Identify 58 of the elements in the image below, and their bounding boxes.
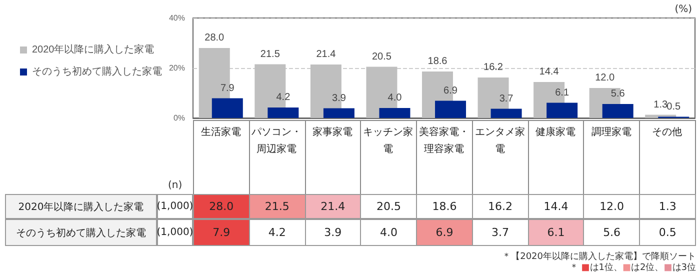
x-tick-label: その他	[652, 126, 682, 138]
text: 3.9	[332, 92, 346, 104]
y-tick-label: 20%	[168, 64, 185, 72]
text: 6.9	[444, 85, 458, 96]
x-tick-label: 健康家電	[536, 126, 576, 138]
text: 16.2	[484, 62, 503, 73]
data-label: 21.4	[304, 194, 362, 219]
text: 18.6	[428, 56, 448, 67]
y-tick-label: 0%	[173, 114, 185, 122]
text: 2020年以降に購入した家電	[18, 202, 144, 212]
text: そのうち初めて購入した家電	[16, 228, 146, 238]
x-tick-label: 生活家電	[200, 126, 241, 138]
data-label: 4.2	[248, 219, 306, 246]
text: ＊【2020年以降に購入した家電】で降順ソート	[502, 250, 696, 262]
legend-label: そのうち初めて購入した家電	[32, 66, 162, 78]
data-label: 4.0	[360, 219, 418, 246]
text: 6.1	[555, 87, 570, 98]
data-label: 16.2	[472, 194, 529, 219]
text: (1,000)	[156, 194, 194, 219]
data-label: 5.6	[583, 219, 640, 246]
text: 4.2	[276, 92, 290, 103]
data-label: 0.5	[639, 219, 696, 246]
text: (1,000)	[156, 219, 194, 246]
data-label: 3.9	[304, 219, 362, 246]
data-label: 3.7	[472, 219, 529, 246]
data-label: 14.4	[528, 194, 584, 219]
data-label: 18.6	[416, 194, 473, 219]
x-tick-label: 家事家電	[312, 126, 352, 138]
x-tick-label: 調理家電	[591, 126, 632, 138]
text: 21.4	[316, 49, 336, 60]
data-label: 7.9	[193, 219, 250, 246]
text: 5.6	[610, 88, 625, 100]
text: 28.0	[204, 32, 224, 44]
data-label: 20.5	[360, 194, 418, 219]
x-tick-label: パソコン・周辺家電	[250, 127, 302, 155]
text: (%)	[674, 4, 692, 15]
text: 12.0	[595, 72, 615, 84]
data-label: 21.5	[248, 194, 306, 219]
text: 1.3	[654, 99, 668, 110]
data-label: 1.3	[639, 194, 696, 219]
x-tick-label: キッチン家電	[363, 126, 414, 155]
x-tick-label: 美容家電・理容家電	[419, 126, 469, 155]
text: ＊ ■は1位、■は2位、■は3位	[569, 262, 696, 272]
text: 4.0	[388, 92, 402, 104]
data-label: 6.9	[416, 219, 473, 246]
x-tick-label: エンタメ家電	[474, 126, 525, 155]
data-label: 12.0	[583, 194, 640, 219]
data-label: 28.0	[193, 194, 250, 219]
data-label: 6.1	[528, 219, 584, 246]
text: 0.5	[666, 101, 681, 112]
text: 20.5	[372, 51, 392, 62]
text: 21.5	[260, 48, 280, 60]
legend-label: 2020年以降に購入した家電	[32, 44, 154, 56]
text: 3.7	[499, 93, 514, 104]
text: 7.9	[220, 82, 234, 94]
text: 14.4	[539, 66, 559, 78]
text: (n)	[168, 180, 182, 191]
y-tick-label: 40%	[168, 14, 185, 22]
